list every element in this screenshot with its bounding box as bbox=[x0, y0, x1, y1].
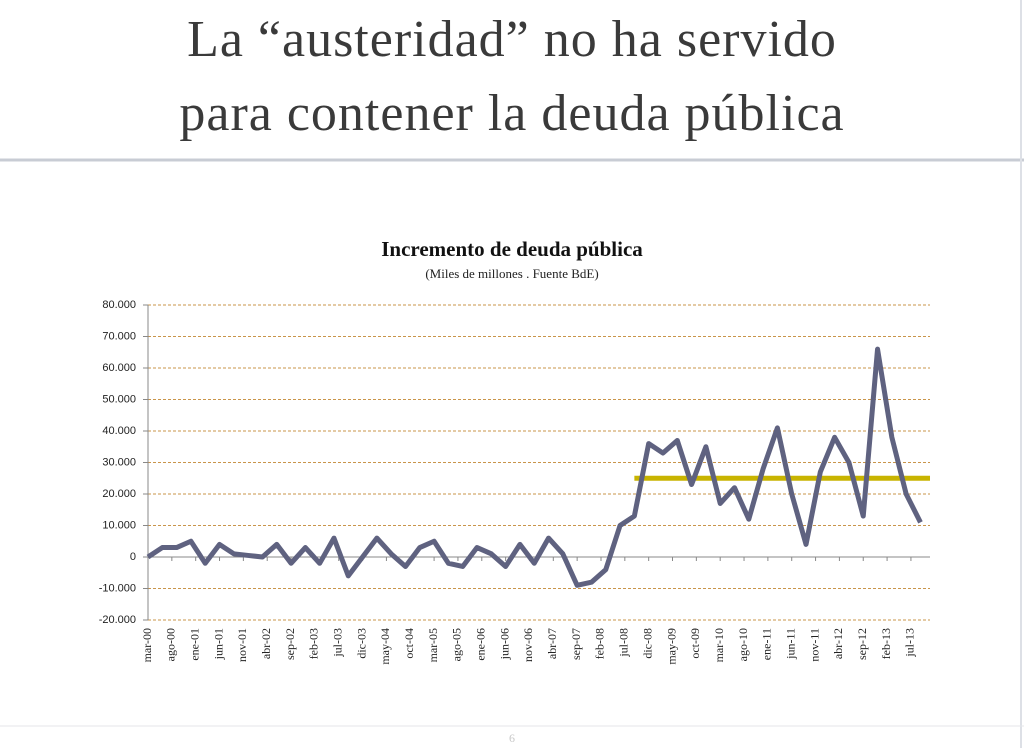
x-tick-label: jul-08 bbox=[617, 628, 631, 658]
x-tick-label: sep-07 bbox=[569, 628, 583, 660]
y-tick-label: 10.000 bbox=[102, 519, 136, 531]
y-tick-label: 30.000 bbox=[102, 456, 136, 468]
slide-title: para contener la deuda pública bbox=[179, 85, 844, 142]
x-tick-label: ago-05 bbox=[450, 628, 464, 661]
x-tick-label: may-09 bbox=[664, 628, 678, 665]
x-tick-label: abr-07 bbox=[545, 628, 559, 659]
x-tick-label: nov-11 bbox=[807, 628, 821, 662]
x-tick-label: may-04 bbox=[378, 628, 392, 665]
x-tick-label: jun-01 bbox=[211, 628, 225, 660]
x-tick-label: oct-09 bbox=[688, 628, 702, 659]
x-tick-label: jul-03 bbox=[330, 628, 344, 658]
slide-title: La “austeridad” no ha servido bbox=[187, 11, 837, 68]
x-tick-label: mar-00 bbox=[140, 628, 154, 662]
x-tick-label: nov-06 bbox=[521, 628, 535, 662]
x-tick-label: mar-10 bbox=[712, 628, 726, 662]
y-tick-label: 0 bbox=[130, 551, 136, 563]
slide-number: 6 bbox=[509, 731, 515, 745]
x-tick-label: jun-11 bbox=[783, 628, 797, 660]
y-tick-label: 80.000 bbox=[102, 299, 136, 311]
y-tick-label: 20.000 bbox=[102, 488, 136, 500]
x-tick-label: feb-03 bbox=[307, 628, 321, 659]
x-tick-label: abr-02 bbox=[259, 628, 273, 659]
x-tick-label: ago-00 bbox=[164, 628, 178, 661]
x-tick-label: dic-03 bbox=[354, 628, 368, 659]
x-tick-label: nov-01 bbox=[235, 628, 249, 662]
y-tick-label: 40.000 bbox=[102, 425, 136, 437]
x-tick-label: abr-12 bbox=[831, 628, 845, 659]
x-tick-label: ene-01 bbox=[187, 628, 201, 661]
x-tick-label: feb-08 bbox=[593, 628, 607, 659]
x-tick-label: oct-04 bbox=[402, 628, 416, 659]
x-tick-label: ene-11 bbox=[760, 628, 774, 660]
chart-title: Incremento de deuda pública bbox=[381, 237, 643, 261]
x-tick-label: ene-06 bbox=[474, 628, 488, 661]
data-line bbox=[146, 346, 923, 588]
x-tick-label: jun-06 bbox=[497, 628, 511, 660]
y-tick-label: 60.000 bbox=[102, 362, 136, 374]
y-tick-label: -20.000 bbox=[99, 614, 136, 626]
x-tick-label: sep-02 bbox=[283, 628, 297, 660]
y-tick-label: 50.000 bbox=[102, 393, 136, 405]
x-tick-label: jul-13 bbox=[903, 628, 917, 658]
x-tick-label: ago-10 bbox=[736, 628, 750, 661]
x-tick-label: dic-08 bbox=[640, 628, 654, 659]
x-tick-label: mar-05 bbox=[426, 628, 440, 662]
x-tick-label: feb-13 bbox=[879, 628, 893, 659]
chart-subtitle: (Miles de millones . Fuente BdE) bbox=[425, 266, 598, 281]
y-tick-label: 70.000 bbox=[102, 330, 136, 342]
y-tick-label: -10.000 bbox=[99, 582, 136, 594]
x-tick-label: sep-12 bbox=[855, 628, 869, 660]
